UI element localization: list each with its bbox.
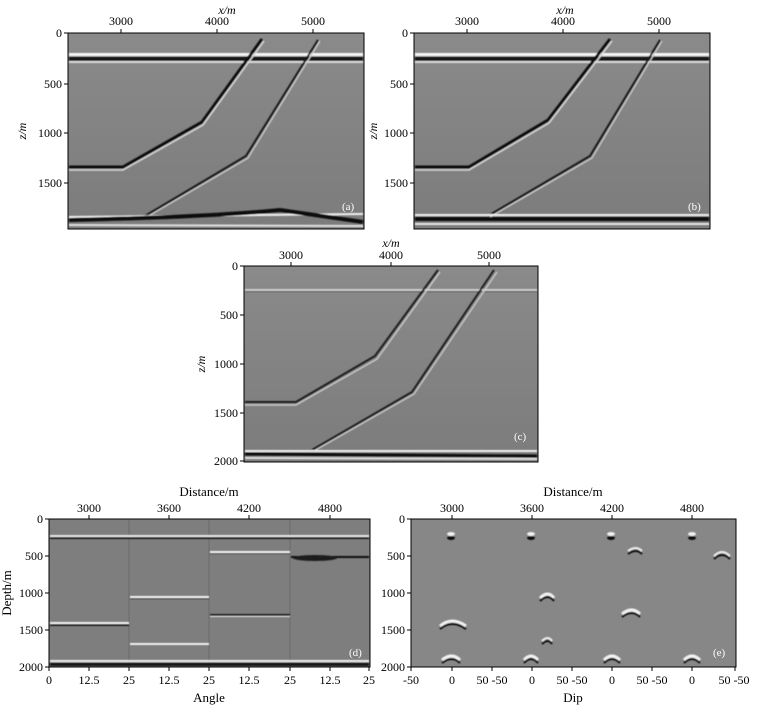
- panel-e-bottom-tick: 50 -50: [477, 673, 508, 687]
- panel-b-y-title: z/m: [366, 122, 380, 140]
- panel-a: 3000 4000 5000 x/m 0 500 1000 1500 z/m (…: [15, 3, 365, 230]
- panel-e-top-tick: 4800: [680, 501, 704, 515]
- panel-a-left-ticks: 0 500 1000 1500 z/m: [15, 26, 68, 190]
- panel-b-left-ticks: 0 500 1000 1500 z/m: [366, 26, 414, 190]
- panel-e-bottom-tick: 50 -50: [557, 673, 588, 687]
- panel-d-ytick: 2000: [19, 660, 43, 674]
- panel-a-label: (a): [342, 201, 355, 213]
- panel-e-ytick: 1000: [381, 586, 405, 600]
- panel-c-x-title: x/m: [381, 236, 400, 250]
- panel-c-ytick: 2000: [214, 454, 238, 468]
- panel-c-xtick: 3000: [279, 248, 303, 262]
- panel-c-image: [243, 265, 539, 463]
- panel-c-ytick: 0: [232, 259, 238, 273]
- panel-a-image: [67, 32, 365, 230]
- panel-b-ytick: 1500: [384, 176, 408, 190]
- panel-d-ytick: 1500: [19, 623, 43, 637]
- panel-e-bottom-title: Dip: [563, 690, 583, 705]
- panel-e-bottom-tick: 0: [529, 673, 535, 687]
- panel-e-top-tick: 3600: [520, 501, 544, 515]
- panel-d-bottom-tick: 12.5: [239, 673, 260, 687]
- panel-a-xtick: 5000: [301, 14, 325, 28]
- panel-e-ytick: 500: [387, 549, 405, 563]
- panel-d-bottom-tick: 12.5: [159, 673, 180, 687]
- panel-e-bottom-tick: 0: [689, 673, 695, 687]
- panel-c-ytick: 500: [220, 308, 238, 322]
- panel-d-ytick: 500: [25, 549, 43, 563]
- panel-e-bottom-tick: 50 -50: [637, 673, 668, 687]
- panel-a-x-title: x/m: [217, 3, 236, 17]
- panel-d-top-title: Distance/m: [179, 484, 238, 499]
- panel-d-label: (d): [349, 647, 362, 659]
- panel-c: 3000 4000 5000 x/m 0 500 1000 1500 2000 …: [194, 236, 539, 468]
- panel-e-top-tick: 4200: [600, 501, 624, 515]
- panel-d-top-tick: 3600: [157, 501, 181, 515]
- panel-a-xtick: 4000: [205, 14, 229, 28]
- panel-d-left-ticks: 0 500 1000 1500 2000 Depth/m: [0, 512, 49, 674]
- panel-c-label: (c): [514, 431, 527, 443]
- panel-d-bottom-tick: 25: [284, 673, 296, 687]
- panel-d-bottom-tick: 12.5: [320, 673, 341, 687]
- panel-e-left-ticks: 0 500 1000 1500 2000: [381, 512, 411, 674]
- panel-e-top-ticks: 3000 3600 4200 4800 Distance/m: [440, 484, 704, 519]
- panel-c-left-ticks: 0 500 1000 1500 2000 z/m: [194, 259, 244, 468]
- panel-b-top-ticks: 3000 4000 5000 x/m: [455, 3, 671, 33]
- panel-d-top-tick: 3000: [77, 501, 101, 515]
- panel-d-bottom-tick: 25: [363, 673, 375, 687]
- panel-d-bottom-tick: 25: [123, 673, 135, 687]
- panel-b-ytick: 1000: [384, 126, 408, 140]
- panel-d-bottom-tick: 12.5: [79, 673, 100, 687]
- panel-b-label: (b): [688, 201, 701, 213]
- panel-d: 3000 3600 4200 4800 Distance/m 0 12.5 25…: [0, 484, 375, 705]
- panel-a-ytick: 1500: [38, 176, 62, 190]
- panel-b-xtick: 5000: [647, 14, 671, 28]
- panel-d-ytick: 0: [37, 512, 43, 526]
- panel-d-bottom-tick: 0: [46, 673, 52, 687]
- panel-b-image: [413, 32, 711, 230]
- panel-e-ytick: 2000: [381, 660, 405, 674]
- panel-a-top-ticks: 3000 4000 5000 x/m: [109, 3, 325, 33]
- panel-e-ytick: 0: [399, 512, 405, 526]
- panel-d-top-tick: 4800: [318, 501, 342, 515]
- panel-c-y-title: z/m: [194, 355, 208, 373]
- panel-d-bottom-ticks: 0 12.5 25 12.5 25 12.5 25 12.5 25 Angle: [46, 667, 375, 705]
- panel-e-bottom-tick: 50 -50: [719, 673, 750, 687]
- panel-e-bottom-ticks: -50 0 50 -50 0 50 -50 0 50 -50 0 50 -50 …: [403, 667, 750, 705]
- panel-b-x-title: x/m: [555, 3, 574, 17]
- panel-b-ytick: 500: [390, 77, 408, 91]
- panel-e: 3000 3600 4200 4800 Distance/m -50 0 50 …: [381, 484, 750, 705]
- panel-b-xtick: 3000: [455, 14, 479, 28]
- panel-b-ytick: 0: [402, 26, 408, 40]
- panel-c-ytick: 1000: [214, 357, 238, 371]
- panel-a-xtick: 3000: [109, 14, 133, 28]
- panel-b-xtick: 4000: [551, 14, 575, 28]
- panel-e-image: [410, 518, 737, 668]
- panel-a-ytick: 0: [56, 26, 62, 40]
- panel-d-bottom-tick: 25: [203, 673, 215, 687]
- panel-c-xtick: 4000: [379, 248, 403, 262]
- panel-e-bottom-tick: 0: [449, 673, 455, 687]
- panel-d-bottom-title: Angle: [193, 690, 225, 705]
- panel-c-xtick: 5000: [477, 248, 501, 262]
- panel-d-top-tick: 4200: [237, 501, 261, 515]
- panel-e-bottom-tick: -50: [403, 673, 419, 687]
- panel-d-ytick: 1000: [19, 586, 43, 600]
- panel-d-top-ticks: 3000 3600 4200 4800 Distance/m: [77, 484, 342, 519]
- panel-e-label: (e): [713, 647, 726, 659]
- panel-a-ytick: 500: [44, 77, 62, 91]
- panel-c-top-ticks: 3000 4000 5000 x/m: [279, 236, 501, 266]
- panel-a-y-title: z/m: [15, 122, 29, 140]
- panel-e-top-title: Distance/m: [543, 484, 602, 499]
- panel-c-ytick: 1500: [214, 406, 238, 420]
- panel-e-bottom-tick: 0: [609, 673, 615, 687]
- panel-a-ytick: 1000: [38, 126, 62, 140]
- panel-d-y-title: Depth/m: [0, 570, 14, 616]
- panel-e-ytick: 1500: [381, 623, 405, 637]
- panel-e-top-tick: 3000: [440, 501, 464, 515]
- panel-b: 3000 4000 5000 x/m 0 500 1000 1500 z/m (…: [366, 3, 711, 230]
